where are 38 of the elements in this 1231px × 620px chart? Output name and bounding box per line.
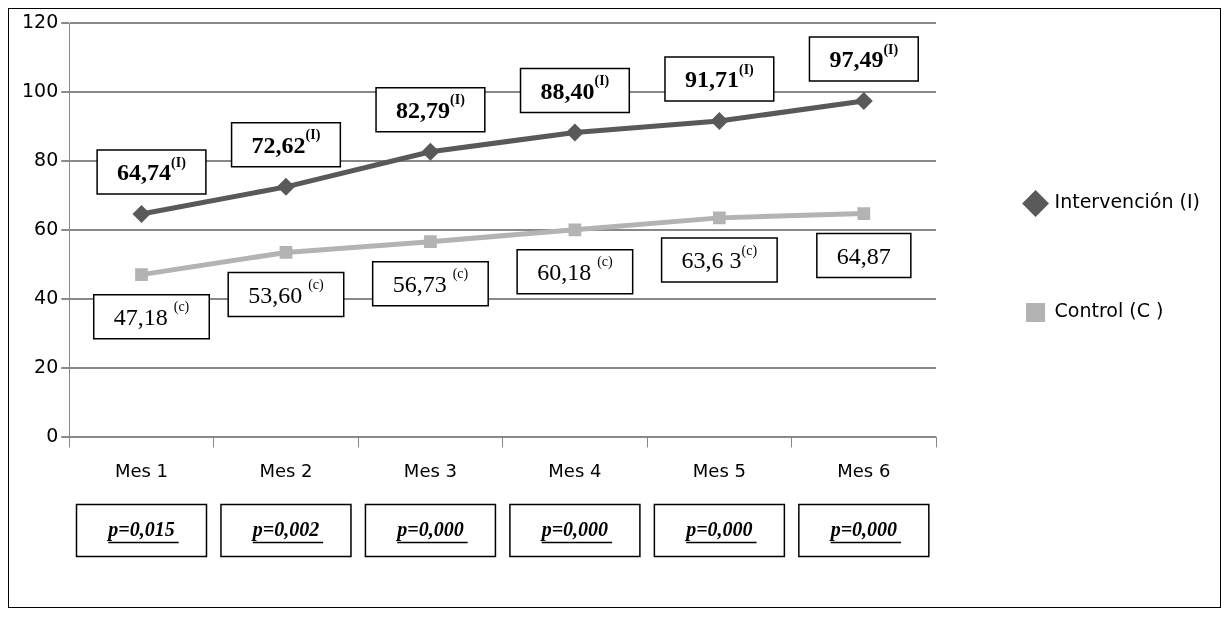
y-tick-label: 20 bbox=[34, 355, 59, 378]
point bbox=[276, 177, 295, 196]
x-tick-label: Mes 6 bbox=[837, 459, 891, 481]
data-label: 47,18 (c) bbox=[113, 299, 190, 330]
point bbox=[424, 235, 437, 249]
legend-label: Intervención (I) bbox=[1054, 190, 1201, 213]
point bbox=[710, 112, 729, 130]
text: p=0,002 bbox=[250, 517, 320, 541]
x-tick-label: Mes 1 bbox=[114, 459, 169, 481]
data-label: 56,73 (c) bbox=[392, 266, 469, 297]
point bbox=[135, 268, 148, 281]
data-label: 64,87 bbox=[836, 242, 891, 269]
text: p=0,000 bbox=[828, 517, 898, 541]
y-tick-label: 40 bbox=[34, 286, 59, 309]
y-tick-label: 100 bbox=[22, 79, 59, 102]
x-tick-label: Mes 4 bbox=[548, 459, 602, 481]
point bbox=[857, 207, 871, 220]
point bbox=[854, 92, 873, 111]
point bbox=[713, 211, 726, 225]
x-tick-label: Mes 3 bbox=[403, 459, 458, 481]
data-label: 53,60 (c) bbox=[248, 277, 325, 308]
point bbox=[279, 246, 293, 259]
x-tick-label: Mes 2 bbox=[259, 459, 313, 481]
y-tick-label: 120 bbox=[22, 10, 59, 33]
legend-label: Control (C ) bbox=[1054, 299, 1164, 322]
y-tick-label: 80 bbox=[34, 148, 59, 171]
point bbox=[132, 205, 151, 224]
point bbox=[565, 123, 584, 142]
x-tick-label: Mes 5 bbox=[692, 459, 746, 481]
y-tick-label: 0 bbox=[46, 424, 59, 447]
text: p=0,015 bbox=[106, 517, 175, 541]
text: p=0,000 bbox=[539, 517, 609, 541]
data-label: 60,18 (c) bbox=[537, 254, 614, 286]
text: p=0,000 bbox=[395, 517, 464, 541]
y-tick-label: 60 bbox=[34, 217, 59, 240]
point bbox=[421, 142, 440, 161]
text: p=0,000 bbox=[684, 517, 753, 541]
point bbox=[568, 223, 582, 237]
